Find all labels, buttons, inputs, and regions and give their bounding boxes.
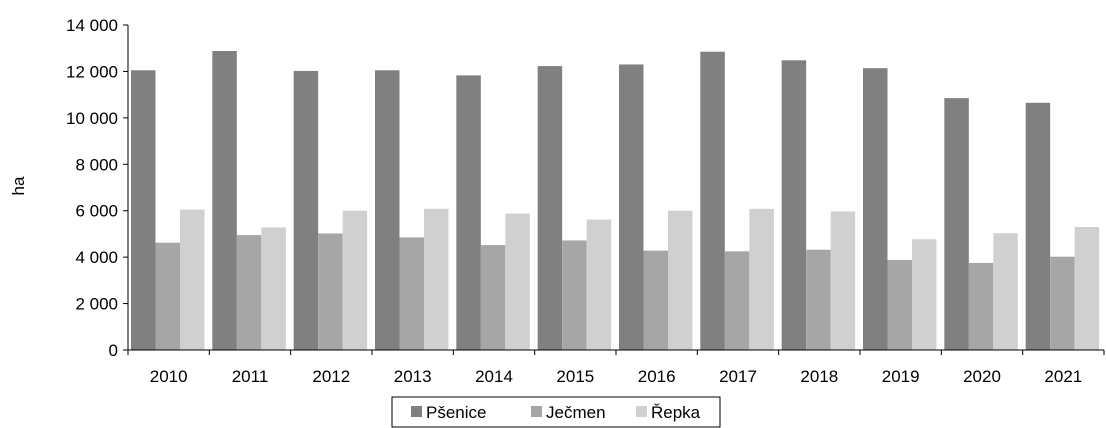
bar-řepka-2021	[1074, 226, 1100, 350]
bar-řepka-2016	[668, 210, 693, 350]
bar-ječmen-2012	[318, 233, 343, 350]
bar-řepka-2010	[180, 209, 205, 350]
bar-řepka-2019	[912, 239, 937, 350]
y-axis-title: ha	[9, 176, 28, 195]
bar-pšenice-2015	[537, 66, 563, 350]
x-tick-label: 2015	[556, 367, 594, 386]
y-tick-label: 14 000	[66, 16, 118, 35]
y-tick-label: 4 000	[75, 248, 118, 267]
x-tick-label: 2013	[394, 367, 432, 386]
bar-ječmen-2017	[724, 251, 750, 350]
y-tick-label: 0	[109, 341, 118, 360]
bars-layer	[131, 51, 1100, 351]
bar-ječmen-2021	[1050, 256, 1075, 350]
legend-label-řepka: Řepka	[651, 403, 701, 422]
y-tick-label: 8 000	[75, 155, 118, 174]
bar-pšenice-2014	[456, 75, 481, 351]
y-axis: 0 2 000 4 000 6 000 8 000 10 000 12 000 14 000	[66, 16, 129, 360]
y-tick-label: 2 000	[75, 295, 118, 314]
x-tick-label: 2016	[638, 367, 676, 386]
legend-swatch-řepka	[636, 406, 647, 417]
bar-ječmen-2019	[887, 259, 912, 350]
x-tick-label: 2017	[719, 367, 757, 386]
bar-ječmen-2014	[480, 245, 506, 350]
bar-řepka-2017	[749, 208, 774, 350]
x-tick-label: 2021	[1044, 367, 1082, 386]
bar-ječmen-2018	[806, 249, 831, 350]
y-tick-label: 6 000	[75, 202, 118, 221]
bar-pšenice-2012	[293, 70, 319, 351]
bar-pšenice-2020	[944, 98, 969, 351]
bar-pšenice-2017	[700, 51, 725, 350]
bar-pšenice-2018	[781, 60, 807, 350]
bar-ječmen-2011	[236, 235, 262, 350]
x-tick-label: 2018	[800, 367, 838, 386]
bar-pšenice-2021	[1025, 102, 1051, 351]
bar-řepka-2018	[830, 211, 856, 350]
y-tick-label: 10 000	[66, 109, 118, 128]
x-axis: 2010 2011 2012 2013 2014 2015 2016 2017 2018 2019…	[127, 349, 1105, 386]
bar-řepka-2014	[505, 213, 530, 350]
x-tick-label: 2012	[312, 367, 350, 386]
bar-řepka-2011	[261, 227, 286, 350]
bar-pšenice-2013	[375, 70, 400, 351]
bar-ječmen-2020	[968, 262, 994, 350]
bar-řepka-2020	[993, 233, 1018, 350]
legend: Pšenice Ječmen Řepka	[391, 396, 721, 428]
bar-řepka-2013	[424, 208, 449, 350]
x-tick-label: 2010	[150, 367, 188, 386]
bar-pšenice-2019	[863, 68, 888, 351]
bar-pšenice-2010	[131, 70, 156, 351]
bar-ječmen-2016	[643, 250, 668, 350]
bar-ječmen-2013	[399, 237, 424, 350]
bar-pšenice-2016	[619, 64, 644, 351]
bar-ječmen-2010	[155, 242, 180, 350]
bar-řepka-2012	[342, 210, 368, 350]
bar-pšenice-2011	[212, 51, 237, 350]
legend-label-pšenice: Pšenice	[426, 403, 486, 422]
bar-řepka-2015	[586, 219, 612, 350]
x-tick-label: 2019	[882, 367, 920, 386]
legend-label-ječmen: Ječmen	[546, 403, 606, 422]
x-tick-label: 2011	[232, 367, 269, 386]
bar-ječmen-2015	[562, 240, 587, 350]
legend-box	[391, 396, 721, 428]
x-tick-label: 2014	[475, 367, 513, 386]
x-tick-label: 2020	[963, 367, 1001, 386]
legend-swatch-ječmen	[531, 406, 542, 417]
legend-swatch-pšenice	[411, 406, 422, 417]
y-tick-label: 12 000	[66, 62, 118, 81]
